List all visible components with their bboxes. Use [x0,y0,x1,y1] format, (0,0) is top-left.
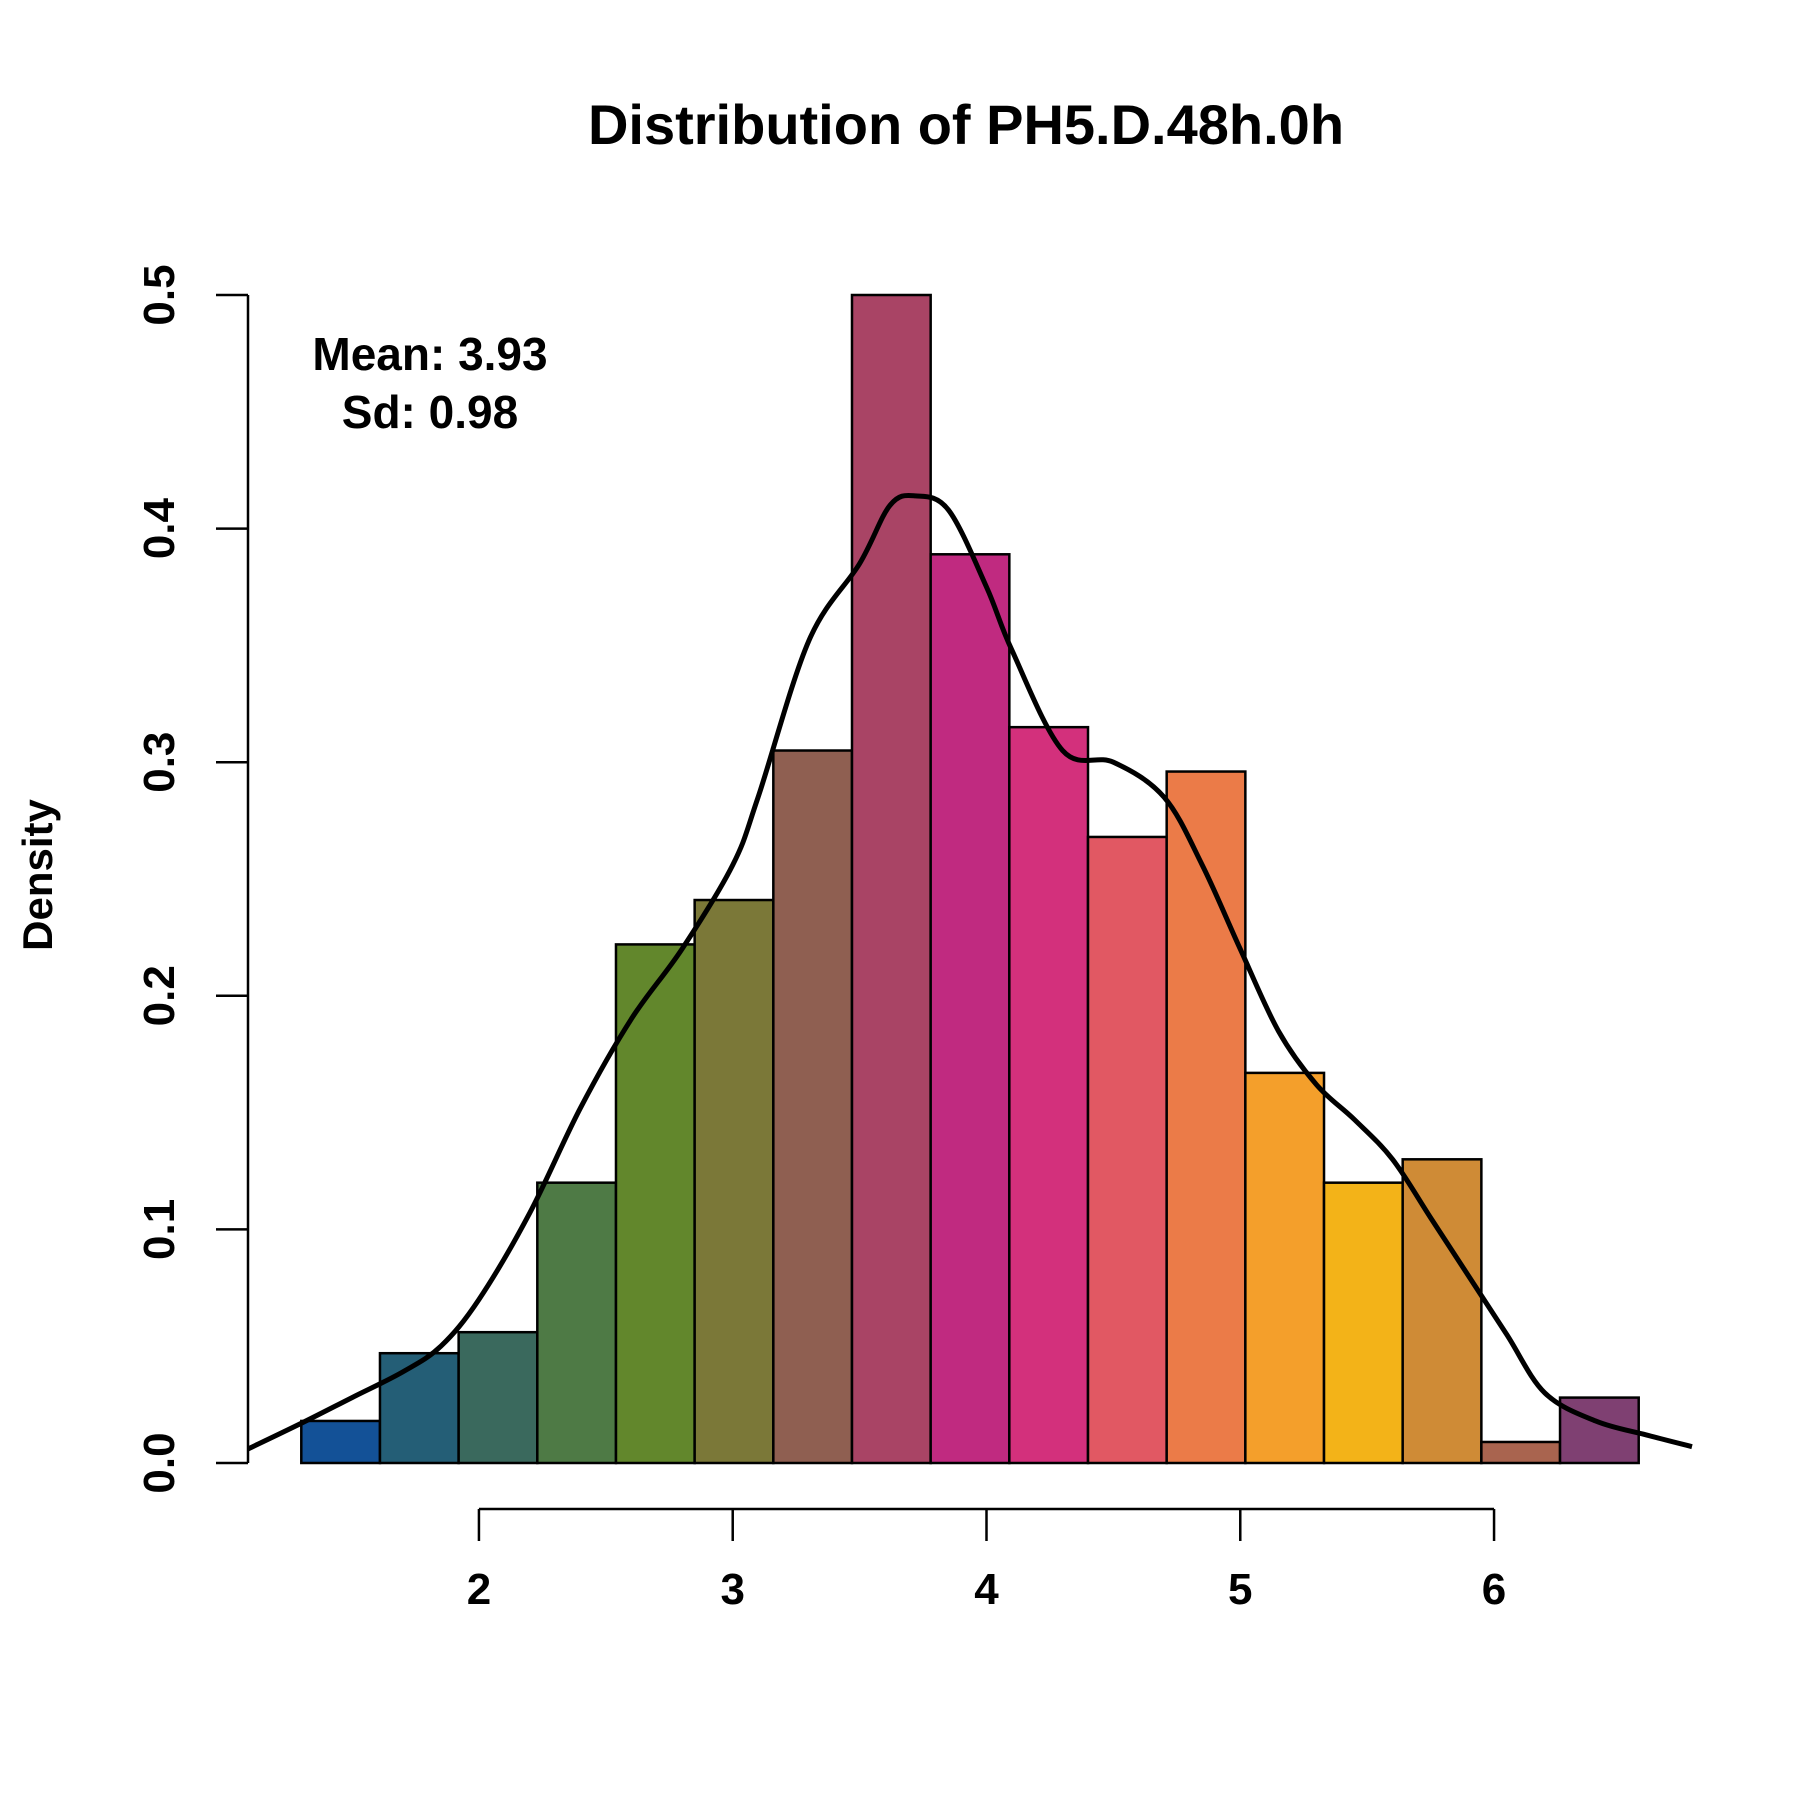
bars-group [300,293,1640,1465]
y-tick-label: 0.5 [135,264,184,325]
histogram-bar [378,1351,460,1465]
histogram-bar [300,1419,382,1465]
y-tick-label: 0.3 [135,732,184,793]
histogram-bar [1165,770,1247,1465]
density-curve-group [246,492,1693,1452]
x-tick-label: 4 [974,1565,999,1614]
histogram-bar [1480,1440,1562,1465]
y-tick-label: 0.4 [135,497,184,559]
y-tick-label: 0.1 [135,1199,184,1260]
histogram-bar [536,1181,618,1465]
histogram-bar [772,749,854,1465]
histogram-bar [1008,725,1090,1465]
histogram-bar [1086,835,1168,1465]
histogram-bar [850,293,932,1465]
y-axis-label: Density [14,799,61,951]
density-curve [246,492,1693,1452]
histogram-bar [1322,1181,1404,1465]
y-tick-label: 0.0 [135,1432,184,1493]
histogram-bar [457,1330,539,1465]
x-tick-label: 2 [467,1565,491,1614]
x-tick-label: 3 [720,1565,744,1614]
mean-annotation: Mean: 3.93 [312,328,547,380]
histogram-bar [1401,1158,1483,1465]
histogram-bar [693,898,775,1465]
histogram-bar [1244,1071,1326,1465]
histogram-bar [614,943,696,1465]
chart-title: Distribution of PH5.D.48h.0h [588,93,1344,156]
sd-annotation: Sd: 0.98 [342,386,518,438]
y-axis: 0.0 0.1 0.2 0.3 0.4 0.5 [135,264,250,1494]
x-axis: 2 3 4 5 6 [467,1507,1506,1614]
x-tick-label: 6 [1482,1565,1506,1614]
histogram-bar [929,553,1011,1465]
y-tick-label: 0.2 [135,965,184,1026]
x-tick-label: 5 [1228,1565,1252,1614]
